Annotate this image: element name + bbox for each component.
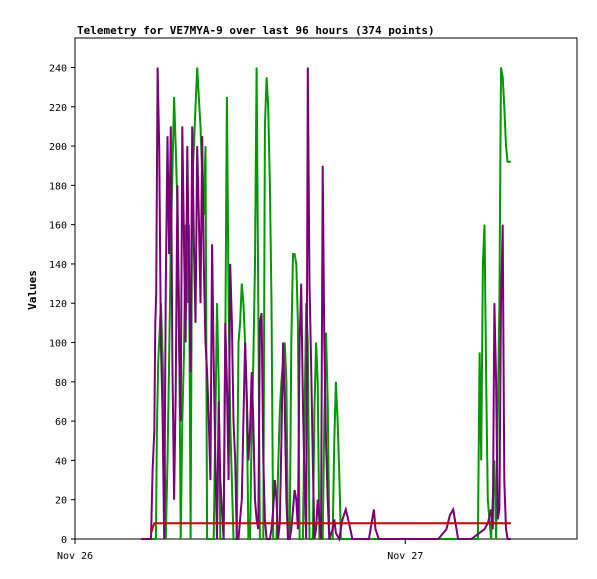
y-tick-label: 40	[55, 456, 67, 467]
x-tick-label: Nov 26	[57, 551, 93, 562]
series-line-2	[141, 67, 511, 542]
x-tick-label: Nov 27	[387, 551, 423, 562]
y-tick-label: 120	[49, 299, 67, 310]
y-tick-label: 60	[55, 417, 67, 428]
y-tick-label: 20	[55, 496, 67, 507]
y-tick-label: 0	[61, 535, 67, 546]
y-tick-label: 140	[49, 260, 67, 271]
y-tick-label: 160	[49, 221, 67, 232]
y-tick-label: 100	[49, 339, 67, 350]
chart-title: Telemetry for VE7MYA-9 over last 96 hour…	[77, 24, 435, 37]
y-axis-label: Values	[26, 270, 39, 310]
y-tick-label: 180	[49, 181, 67, 192]
series-line-3	[150, 522, 511, 534]
y-tick-label: 200	[49, 142, 67, 153]
y-tick-label: 240	[49, 63, 67, 74]
y-tick-label: 80	[55, 378, 67, 389]
y-tick-label: 220	[49, 103, 67, 114]
x-axis: Nov 26 Nov 27	[57, 539, 423, 562]
y-axis: 0 20 40 60 80 100 120 140 160 180 200 220 240	[49, 63, 75, 546]
series-layer	[141, 67, 511, 542]
